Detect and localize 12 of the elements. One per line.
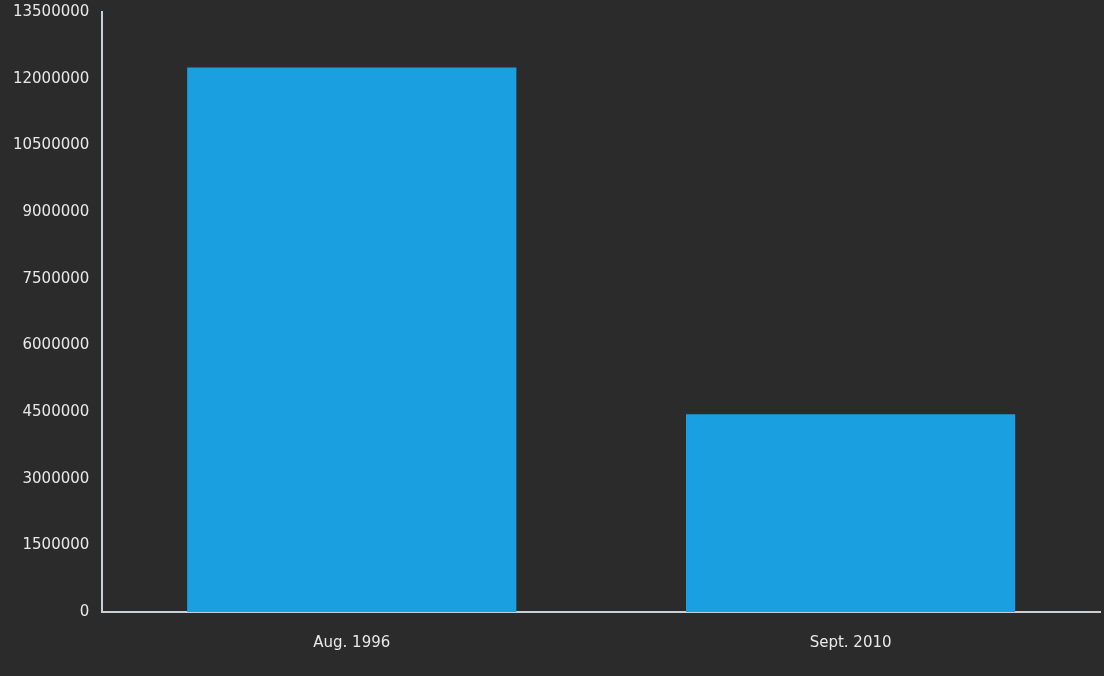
y-tick-label: 1500000 [22, 535, 90, 554]
y-tick-label: 13500000 [12, 1, 90, 20]
y-tick-label: 6000000 [22, 335, 90, 354]
y-tick-label: 4500000 [22, 401, 90, 420]
y-tick-label: 10500000 [12, 135, 90, 154]
y-tick-label: 7500000 [22, 268, 90, 287]
y-tick-label: 9000000 [22, 201, 90, 220]
y-tick-label: 12000000 [12, 68, 90, 87]
x-tick-label: Aug. 1996 [313, 632, 391, 651]
x-tick-label: Sept. 2010 [809, 632, 892, 651]
y-tick-label: 3000000 [22, 468, 90, 487]
y-tick-label: 0 [79, 601, 90, 620]
